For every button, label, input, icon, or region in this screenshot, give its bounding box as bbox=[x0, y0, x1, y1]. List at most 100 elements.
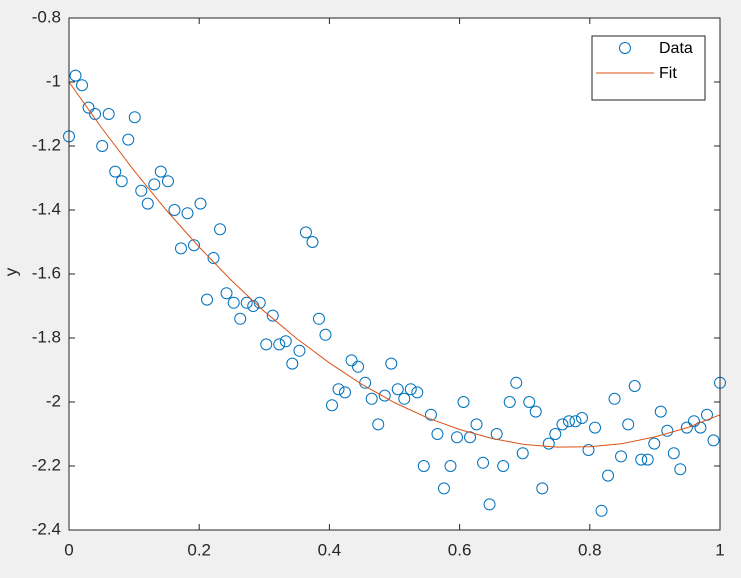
data-point bbox=[687, 415, 700, 428]
data-point bbox=[273, 338, 286, 351]
axes-box bbox=[68, 17, 721, 531]
data-point bbox=[411, 386, 424, 399]
data-point bbox=[234, 312, 247, 325]
data-point bbox=[575, 412, 588, 424]
y-axis-label: y bbox=[1, 267, 20, 276]
data-point bbox=[299, 226, 312, 239]
data-point bbox=[89, 108, 102, 120]
y-tick-label: -1.4 bbox=[32, 199, 61, 218]
y-tick-label: -1.8 bbox=[32, 327, 61, 346]
data-point bbox=[148, 178, 161, 191]
x-tick-label: 0 bbox=[64, 540, 73, 559]
data-point bbox=[365, 392, 378, 405]
data-point bbox=[648, 437, 661, 450]
data-point bbox=[194, 197, 207, 210]
data-point bbox=[635, 453, 648, 466]
data-point bbox=[260, 338, 273, 351]
data-point bbox=[372, 418, 385, 431]
data-point bbox=[562, 415, 575, 428]
data-point bbox=[187, 239, 200, 252]
data-point bbox=[497, 460, 510, 472]
data-point bbox=[227, 296, 240, 309]
data-point bbox=[293, 344, 306, 357]
data-point bbox=[345, 354, 358, 367]
data-point bbox=[69, 69, 82, 82]
fit-line bbox=[68, 81, 721, 448]
data-point bbox=[615, 450, 628, 463]
data-point bbox=[181, 207, 194, 220]
data-point bbox=[279, 335, 292, 348]
data-point bbox=[135, 184, 148, 197]
x-tick-label: 0.4 bbox=[318, 540, 342, 559]
x-tick-label: 0.6 bbox=[448, 540, 472, 559]
data-point bbox=[385, 357, 398, 370]
data-point bbox=[707, 434, 720, 447]
data-point bbox=[431, 428, 444, 440]
data-point bbox=[582, 444, 595, 456]
y-tick-label: -1 bbox=[46, 71, 61, 90]
data-point bbox=[667, 447, 680, 460]
data-point bbox=[378, 389, 391, 402]
data-point bbox=[96, 140, 109, 152]
data-point bbox=[470, 418, 483, 431]
x-tick-label: 0.2 bbox=[187, 540, 211, 559]
data-point bbox=[339, 386, 352, 399]
data-point bbox=[201, 293, 214, 306]
data-point bbox=[266, 309, 279, 322]
y-tick-label: -0.8 bbox=[32, 7, 61, 26]
data-point bbox=[109, 165, 122, 178]
data-point bbox=[76, 79, 89, 92]
data-point bbox=[549, 428, 562, 440]
data-point bbox=[503, 396, 516, 408]
data-point bbox=[306, 236, 319, 248]
legend-box bbox=[591, 35, 706, 101]
data-point bbox=[483, 498, 496, 511]
data-point bbox=[286, 357, 299, 370]
data-point bbox=[332, 383, 345, 396]
data-point bbox=[457, 396, 470, 408]
data-point bbox=[141, 197, 154, 210]
data-point bbox=[404, 383, 417, 396]
data-point bbox=[602, 469, 615, 482]
data-point bbox=[168, 204, 181, 216]
x-tick-label: 1 bbox=[715, 540, 724, 559]
data-point bbox=[628, 380, 641, 392]
data-point bbox=[529, 405, 542, 418]
data-point bbox=[536, 482, 549, 495]
data-point bbox=[556, 418, 569, 431]
data-point bbox=[464, 431, 477, 444]
y-tick-label: -2.2 bbox=[32, 455, 61, 474]
data-point bbox=[680, 421, 693, 434]
data-point bbox=[674, 463, 687, 476]
data-point bbox=[641, 453, 654, 466]
data-point bbox=[319, 328, 332, 341]
data-point bbox=[523, 396, 536, 408]
data-point bbox=[220, 287, 233, 300]
data-point bbox=[102, 108, 115, 120]
data-point bbox=[608, 392, 621, 405]
data-point bbox=[622, 418, 635, 431]
data-point bbox=[424, 408, 437, 421]
data-point bbox=[391, 383, 404, 396]
data-point bbox=[214, 223, 227, 236]
data-point bbox=[542, 437, 555, 450]
data-point bbox=[240, 296, 253, 309]
data-point bbox=[654, 405, 667, 418]
data-point bbox=[516, 447, 529, 460]
data-point bbox=[477, 456, 490, 469]
data-point bbox=[312, 312, 325, 325]
data-point bbox=[115, 175, 128, 188]
data-point bbox=[450, 431, 463, 444]
y-tick-label: -1.2 bbox=[32, 135, 61, 154]
data-point bbox=[253, 296, 266, 309]
data-point bbox=[510, 376, 523, 389]
data-point bbox=[154, 165, 167, 178]
y-tick-label: -2.4 bbox=[32, 519, 61, 538]
data-point bbox=[128, 111, 141, 124]
legend-text: Fit bbox=[659, 65, 677, 82]
data-point bbox=[122, 133, 135, 146]
x-tick-label: 0.8 bbox=[578, 540, 602, 559]
data-point bbox=[398, 392, 411, 405]
